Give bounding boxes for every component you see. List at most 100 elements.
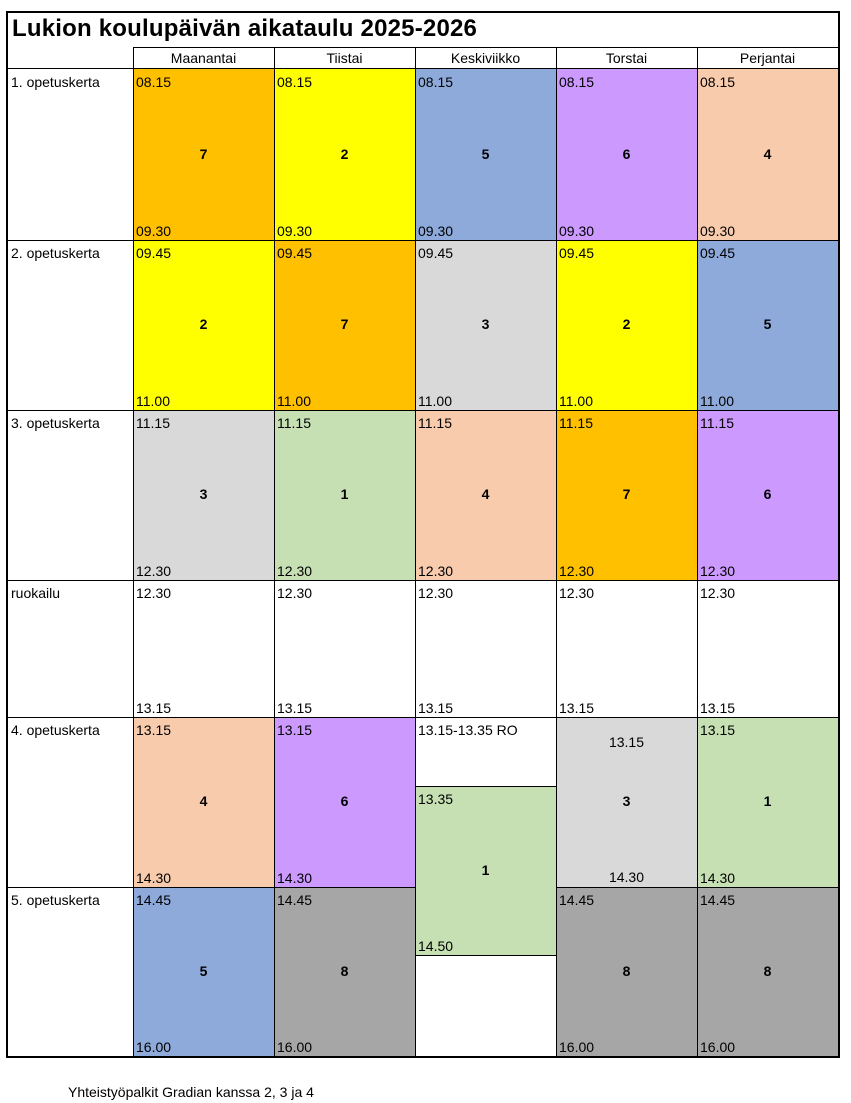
end-time: 09.30 [559, 223, 595, 239]
grid-line [556, 887, 838, 888]
start-time: 13.35 [418, 791, 454, 807]
end-time: 09.30 [418, 223, 454, 239]
grid-line [8, 580, 838, 581]
start-time: 09.45 [700, 245, 736, 261]
time-block [556, 717, 697, 887]
end-time: 13.15 [418, 700, 454, 716]
grid-line [8, 887, 415, 888]
start-time: 12.30 [418, 585, 454, 601]
start-time: 13.15 [277, 722, 313, 738]
course-number: 8 [622, 962, 631, 979]
grid-line [8, 240, 838, 241]
end-time: 14.30 [700, 870, 736, 886]
end-time: 16.00 [559, 1039, 595, 1055]
time-block [697, 580, 838, 717]
end-time: 14.30 [136, 870, 172, 886]
grid-line [697, 47, 698, 1056]
start-time: 08.15 [700, 74, 736, 90]
end-time: 11.00 [136, 393, 170, 409]
end-time: 13.15 [559, 700, 595, 716]
end-time: 09.30 [700, 223, 736, 239]
course-number: 2 [340, 145, 349, 162]
course-number: 4 [199, 793, 208, 809]
time-block [274, 240, 415, 410]
time-block [556, 410, 697, 580]
time-block [274, 410, 415, 580]
start-time: 11.15 [136, 415, 170, 431]
row-label: 2. opetuskerta [11, 245, 100, 261]
grid-line [274, 47, 275, 1056]
time-block [133, 887, 274, 1056]
day-header: Keskiviikko [450, 50, 521, 66]
end-time: 12.30 [136, 563, 172, 579]
start-time: 14.45 [559, 892, 595, 908]
course-number: 6 [340, 793, 349, 809]
time-block [274, 69, 415, 240]
course-number: 6 [763, 486, 772, 502]
start-time: 08.15 [418, 74, 454, 90]
row-label: 3. opetuskerta [11, 415, 100, 431]
course-number: 2 [199, 316, 208, 332]
start-time: 12.30 [136, 585, 172, 601]
day-header: Perjantai [739, 50, 796, 66]
row-label: 4. opetuskerta [11, 722, 100, 738]
start-time: 09.45 [418, 245, 454, 261]
ro-slot-label: 13.15-13.35 RO [418, 722, 518, 738]
end-time: 11.00 [700, 393, 734, 409]
start-time: 14.45 [277, 892, 313, 908]
time-block [556, 887, 697, 1056]
course-number: 1 [763, 793, 772, 809]
end-time: 16.00 [700, 1039, 736, 1055]
end-time: 11.00 [418, 393, 452, 409]
page-title: Lukion koulupäivän aikataulu 2025-2026 [12, 15, 478, 42]
end-time: 13.15 [277, 700, 313, 716]
grid-line [838, 11, 840, 1058]
end-time: 13.15 [136, 700, 172, 716]
start-time: 11.15 [277, 415, 311, 431]
time-block [133, 69, 274, 240]
end-time: 16.00 [136, 1039, 172, 1055]
time-block [697, 887, 838, 1056]
start-time: 11.15 [700, 415, 734, 431]
end-time: 13.15 [700, 700, 736, 716]
course-number: 5 [763, 316, 772, 332]
course-number: 1 [481, 861, 490, 878]
grid-line [133, 47, 134, 1056]
course-number: 3 [481, 316, 490, 332]
start-time: 11.15 [418, 415, 452, 431]
end-time: 12.30 [559, 563, 595, 579]
end-time: 12.30 [700, 563, 736, 579]
time-block [133, 240, 274, 410]
course-number: 4 [481, 486, 490, 502]
end-time: 16.00 [277, 1039, 313, 1055]
end-time: 09.30 [277, 223, 313, 239]
grid-line [8, 68, 838, 69]
course-number: 2 [622, 316, 631, 332]
day-header: Maanantai [170, 50, 237, 66]
grid-line [8, 410, 838, 411]
time-block [274, 717, 415, 887]
start-time: 09.45 [136, 245, 172, 261]
time-block [556, 580, 697, 717]
time-block [415, 580, 556, 717]
time-block [133, 580, 274, 717]
course-number: 7 [622, 486, 631, 502]
time-block [133, 410, 274, 580]
row-label: 5. opetuskerta [11, 892, 100, 908]
start-time: 11.15 [559, 415, 593, 431]
start-time: 13.15 [608, 734, 645, 750]
time-block [133, 717, 274, 887]
time-block [697, 410, 838, 580]
grid-line [415, 955, 556, 956]
start-time: 12.30 [277, 585, 313, 601]
day-header: Torstai [605, 50, 648, 66]
course-number: 7 [340, 316, 349, 332]
grid-line [556, 47, 557, 1056]
end-time: 09.30 [136, 223, 172, 239]
start-time: 08.15 [136, 74, 172, 90]
row-label: ruokailu [11, 585, 61, 601]
course-number: 7 [199, 145, 208, 162]
time-block [697, 717, 838, 887]
grid-line [6, 11, 8, 1058]
